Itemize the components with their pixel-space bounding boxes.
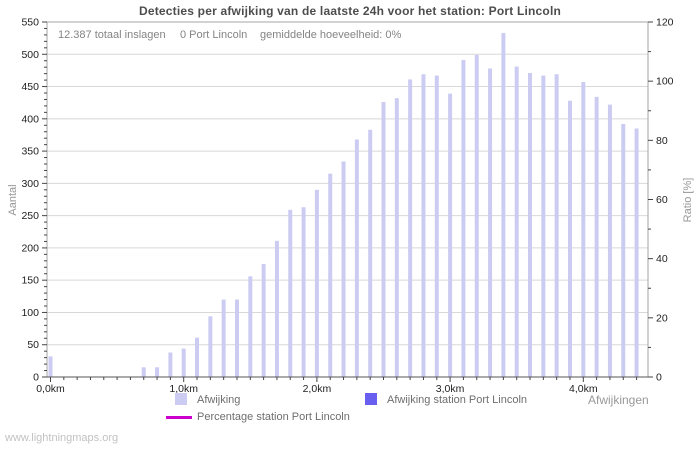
bar <box>421 74 426 378</box>
legend-label-station: Afwijking station Port Lincoln <box>387 394 528 406</box>
x-tick-label: 2,0km <box>303 383 332 395</box>
bar <box>581 82 586 377</box>
legend-swatch-station <box>365 393 377 405</box>
y-axis-title-left: Aantal <box>7 184 19 216</box>
y-right-tick-label: 0 <box>656 372 662 384</box>
x-tick-label: 0,0km <box>36 383 65 395</box>
bar <box>394 98 399 377</box>
bar <box>528 72 533 377</box>
bar <box>234 299 239 377</box>
bar <box>368 129 373 377</box>
bar <box>634 128 639 377</box>
y-right-tick-label: 120 <box>656 17 674 29</box>
bar <box>248 276 253 377</box>
x-tick-label: 4,0km <box>569 383 598 395</box>
legend-line-percentage <box>166 416 192 419</box>
x-tick-label: 3,0km <box>436 383 465 395</box>
bar <box>341 161 346 377</box>
bar <box>48 356 53 377</box>
bar <box>514 66 519 377</box>
bar <box>408 79 413 377</box>
bar <box>607 104 612 378</box>
bar <box>501 32 506 378</box>
bar <box>354 139 359 377</box>
bar <box>141 367 146 377</box>
y-left-tick-label: 50 <box>27 339 39 351</box>
legend-swatch-afwijking <box>175 393 187 405</box>
y-left-tick-label: 300 <box>21 178 39 190</box>
annotation-station-count: 0 Port Lincoln <box>180 29 248 41</box>
bar <box>221 299 226 377</box>
bar <box>448 93 453 378</box>
bar <box>567 100 572 377</box>
y-left-tick-label: 0 <box>33 372 39 384</box>
y-right-tick-label: 80 <box>656 135 668 147</box>
annotation-total-strikes: 12.387 totaal inslagen <box>58 29 166 41</box>
bar <box>181 348 186 377</box>
y-left-tick-label: 400 <box>21 113 39 125</box>
y-left-tick-label: 500 <box>21 49 39 61</box>
y-left-tick-label: 350 <box>21 146 39 158</box>
bar <box>288 209 293 377</box>
y-right-tick-label: 20 <box>656 312 668 324</box>
bar <box>461 60 466 377</box>
bar <box>301 207 306 377</box>
bar <box>168 352 173 377</box>
bar <box>208 316 213 377</box>
legend-label-afwijking: Afwijking <box>197 394 241 406</box>
bar <box>594 96 599 377</box>
bar <box>381 102 386 377</box>
bar <box>541 75 546 377</box>
legend-label-percentage: Percentage station Port Lincoln <box>197 411 350 423</box>
annotation-average-ratio: gemiddelde hoeveelheid: 0% <box>260 29 402 41</box>
bar <box>261 264 266 377</box>
y-axis-title-right: Ratio [%] <box>682 177 694 223</box>
y-left-tick-label: 200 <box>21 242 39 254</box>
bar <box>554 74 559 378</box>
watermark-text: www.lightningmaps.org <box>5 432 119 444</box>
y-right-tick-label: 40 <box>656 253 668 265</box>
x-tick-label: 1,0km <box>169 383 198 395</box>
y-right-tick-label: 100 <box>656 76 674 88</box>
y-right-tick-label: 60 <box>656 194 668 206</box>
y-left-tick-label: 250 <box>21 210 39 222</box>
bar <box>195 337 200 377</box>
chart-title: Detecties per afwijking van de laatste 2… <box>138 4 562 18</box>
y-left-tick-label: 450 <box>21 81 39 93</box>
bar <box>155 367 160 377</box>
bar <box>328 173 333 377</box>
bar <box>274 240 279 377</box>
y-left-tick-label: 150 <box>21 275 39 287</box>
bar <box>621 123 626 378</box>
x-axis-title: Afwijkingen <box>588 393 649 407</box>
bar <box>434 75 439 377</box>
bar <box>474 54 479 377</box>
bar <box>314 189 319 377</box>
y-left-tick-label: 100 <box>21 307 39 319</box>
bar <box>488 68 493 378</box>
y-left-tick-label: 550 <box>21 17 39 29</box>
